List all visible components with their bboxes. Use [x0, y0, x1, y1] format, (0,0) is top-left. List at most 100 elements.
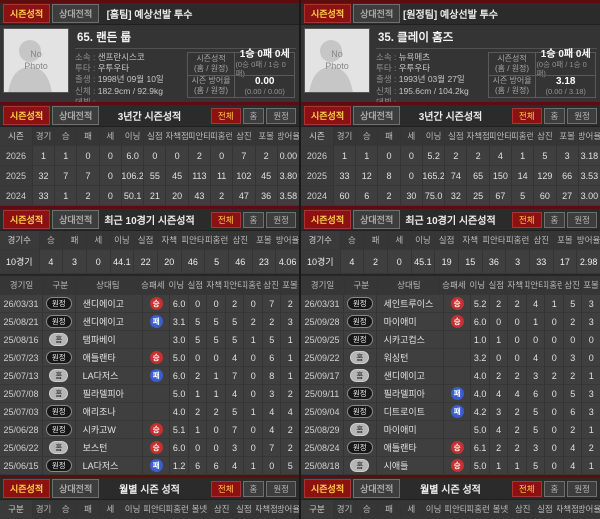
- filter-home[interactable]: 홈: [242, 211, 265, 228]
- tab-head-to-head[interactable]: 상대전적: [52, 106, 100, 125]
- cell: 승: [39, 231, 64, 250]
- result-badge: 패: [149, 315, 163, 328]
- cell: 4.06: [276, 250, 299, 274]
- tab-head-to-head[interactable]: 상대전적: [52, 210, 100, 229]
- result-badge: 패: [450, 387, 464, 400]
- filter-home[interactable]: 홈: [543, 211, 566, 228]
- cell: 2026: [0, 146, 33, 166]
- result-badge: 승: [149, 441, 163, 454]
- field-body: 신체182.9cm / 92.9kg: [75, 86, 187, 97]
- tab-head-to-head[interactable]: 상대전적: [353, 479, 401, 498]
- cell: 1: [489, 457, 509, 475]
- cell: [143, 385, 171, 403]
- filter-away[interactable]: 원정: [266, 107, 296, 124]
- filter-all[interactable]: 전체: [511, 211, 542, 228]
- cell: 14: [512, 166, 535, 186]
- cell: 47: [233, 186, 256, 206]
- tab-season-stats[interactable]: 시즌성적: [3, 210, 51, 229]
- cell: 2: [262, 313, 282, 331]
- filter-away[interactable]: 원정: [567, 107, 597, 124]
- filter-home[interactable]: 홈: [242, 480, 265, 497]
- cell: 4: [281, 403, 299, 421]
- filter-all[interactable]: 전체: [511, 107, 542, 124]
- cell: 0: [545, 331, 564, 349]
- tab-season-stats[interactable]: 시즌성적: [3, 479, 51, 498]
- cell: 3: [489, 403, 509, 421]
- tab-season-stats[interactable]: 시즌성적: [3, 4, 51, 23]
- filter-home[interactable]: 홈: [242, 107, 265, 124]
- cell: 2: [489, 367, 509, 385]
- cell: 4: [489, 421, 509, 439]
- cell: 경기: [32, 500, 56, 519]
- cell: 0: [207, 349, 226, 367]
- cell: 43: [188, 186, 212, 206]
- tab-head-to-head[interactable]: 상대전적: [52, 479, 100, 498]
- tab-head-to-head[interactable]: 상대전적: [353, 106, 401, 125]
- away-monthly-section: 시즌성적 상대전적 월별 시즌 성적 전체 홈 원정 구분 경기 승 패 세 이닝 피안타 피…: [301, 475, 600, 519]
- tab-season-stats[interactable]: 시즌성적: [304, 4, 352, 23]
- cell: 5.0: [170, 349, 189, 367]
- filter-all[interactable]: 전체: [210, 480, 241, 497]
- filter-home[interactable]: 홈: [543, 107, 566, 124]
- cell: 경기: [32, 127, 56, 146]
- season-record-row: 시즌성적 (홈 / 원정) 1승 0패 0세 (0승 0패 / 1승 0패): [188, 49, 294, 77]
- filter-away[interactable]: 원정: [567, 480, 597, 497]
- section-header: 시즌성적 상대전적 3년간 시즌성적 전체 홈 원정: [301, 105, 600, 127]
- cell: 3.53: [578, 166, 600, 186]
- filter-all[interactable]: 전체: [210, 211, 241, 228]
- cell: 46: [181, 250, 206, 274]
- cell: 승: [444, 439, 472, 457]
- cell: 4: [262, 421, 282, 439]
- cell: 원정: [344, 385, 377, 403]
- cell: 15: [458, 250, 483, 274]
- cell: 3.18: [578, 146, 600, 166]
- season-summary-box: 시즌성적 (홈 / 원정) 1승 0패 0세 (0승 0패 / 1승 0패) 시즌 …: [186, 49, 295, 98]
- cell: 3: [225, 439, 245, 457]
- result-badge: 승: [450, 315, 464, 328]
- cell: 25/06/22: [0, 439, 44, 457]
- player-name: 35. 클레이 홈즈: [376, 28, 597, 49]
- cell: 2: [489, 439, 509, 457]
- cell: 세: [400, 500, 423, 519]
- cell: 3: [262, 385, 282, 403]
- cell: 패: [77, 127, 100, 146]
- tab-season-stats[interactable]: 시즌성적: [304, 479, 352, 498]
- cell: [143, 403, 171, 421]
- cell: 샌디에이고: [75, 295, 144, 313]
- venue-badge: 홈: [49, 333, 69, 346]
- cell: 20: [166, 186, 189, 206]
- cell: 1: [356, 146, 379, 166]
- tab-season-stats[interactable]: 시즌성적: [304, 106, 352, 125]
- cell: 0: [545, 439, 564, 457]
- cell: 2: [281, 295, 299, 313]
- filter-away[interactable]: 원정: [567, 211, 597, 228]
- cell: 1: [512, 146, 535, 166]
- cell: 6: [207, 457, 226, 475]
- filter-all[interactable]: 전체: [511, 480, 542, 497]
- home-profile-section: 시즌성적 상대전적 [홈팀] 예상선발 투수 No Photo 65. 랜든 룹: [0, 0, 299, 107]
- tab-season-stats[interactable]: 시즌성적: [304, 210, 352, 229]
- venue-badge: 원정: [45, 459, 72, 472]
- venue-badge: 원정: [45, 297, 72, 310]
- cell: 32: [445, 186, 468, 206]
- cell: 5: [207, 331, 226, 349]
- tab-head-to-head[interactable]: 상대전적: [353, 210, 401, 229]
- cell: 자책: [506, 276, 526, 295]
- tab-head-to-head[interactable]: 상대전적: [353, 4, 401, 23]
- tab-season-stats[interactable]: 시즌성적: [3, 106, 51, 125]
- cell: 0: [244, 439, 263, 457]
- filter-away[interactable]: 원정: [266, 211, 296, 228]
- cell: 25/09/28: [301, 313, 345, 331]
- cell: 승: [143, 295, 171, 313]
- filter-all[interactable]: 전체: [210, 107, 241, 124]
- filter-home[interactable]: 홈: [543, 480, 566, 497]
- cell: 시애틀: [376, 457, 445, 475]
- cell: 6: [563, 403, 583, 421]
- cell: 포볼: [582, 276, 600, 295]
- cell: 60: [333, 186, 357, 206]
- cell: 1: [582, 421, 600, 439]
- cell: 방어율: [276, 231, 299, 250]
- cell: 67: [489, 186, 513, 206]
- tab-head-to-head[interactable]: 상대전적: [52, 4, 100, 23]
- filter-away[interactable]: 원정: [266, 480, 296, 497]
